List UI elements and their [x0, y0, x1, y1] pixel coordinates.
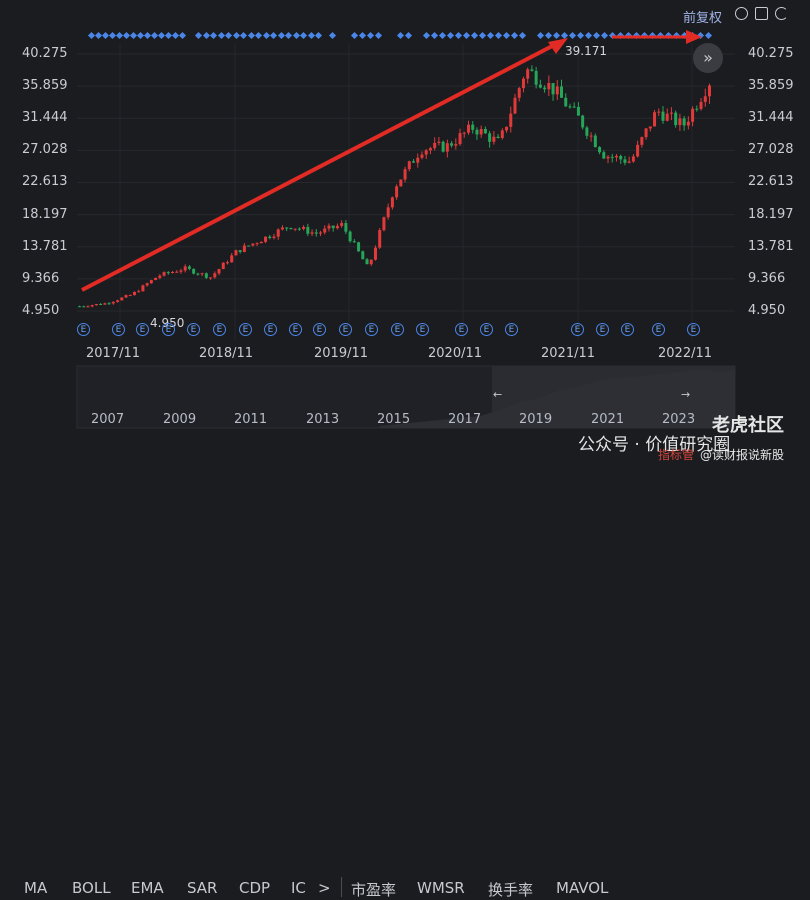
- earnings-event-icon[interactable]: E: [416, 323, 429, 336]
- tab-cdp[interactable]: CDP: [239, 879, 271, 897]
- earnings-event-icon[interactable]: E: [455, 323, 468, 336]
- overview-area: [380, 370, 735, 428]
- tab-sar[interactable]: SAR: [187, 879, 218, 897]
- y-tick-label: 4.950: [748, 303, 786, 318]
- y-tick-label: 22.613: [748, 174, 794, 190]
- x-tick-label: 2020/11: [428, 346, 483, 361]
- year-label: 2009: [163, 412, 197, 427]
- year-label: 2017: [448, 412, 482, 427]
- earnings-event-icon[interactable]: E: [596, 323, 609, 336]
- year-label: 2007: [91, 412, 125, 427]
- refresh-icon[interactable]: [775, 7, 788, 20]
- indicator-settings-link[interactable]: 指标管: [658, 448, 695, 462]
- earnings-event-icon[interactable]: E: [187, 323, 200, 336]
- y-tick-label: 40.275: [22, 46, 68, 61]
- earnings-event-icon[interactable]: E: [505, 323, 518, 336]
- earnings-event-icon[interactable]: E: [77, 323, 90, 336]
- tabs-more-arrow[interactable]: >: [318, 879, 331, 897]
- x-tick-label: 2021/11: [541, 346, 596, 361]
- earnings-event-icon[interactable]: E: [652, 323, 665, 336]
- square-icon[interactable]: [755, 7, 768, 20]
- high-price-label: 39.171: [565, 44, 607, 58]
- earnings-event-icon[interactable]: E: [621, 323, 634, 336]
- tab-ema[interactable]: EMA: [131, 879, 164, 897]
- tab-wmsr[interactable]: WMSR: [417, 879, 465, 897]
- watermark-credit: @读财报说新股: [700, 448, 785, 462]
- y-tick-label: 27.028: [748, 142, 794, 158]
- y-tick-label: 22.613: [22, 174, 68, 190]
- watermark-site: 老虎社区: [712, 415, 784, 436]
- earnings-event-icon[interactable]: E: [112, 323, 125, 336]
- earnings-event-icon[interactable]: E: [213, 323, 226, 336]
- y-tick-label: 40.275: [748, 46, 794, 61]
- earnings-event-icon[interactable]: E: [339, 323, 352, 336]
- y-tick-label: 13.781: [22, 238, 68, 254]
- adjust-mode-button[interactable]: 前复权: [683, 11, 723, 26]
- minus-circle-icon[interactable]: [735, 7, 748, 20]
- chevron-double-right-icon: »: [703, 48, 713, 67]
- x-tick-label: 2022/11: [658, 346, 713, 361]
- tab-turnover-rate[interactable]: 换手率: [488, 881, 534, 899]
- year-label: 2013: [306, 412, 340, 427]
- earnings-event-icon[interactable]: E: [313, 323, 326, 336]
- earnings-event-icon[interactable]: E: [264, 323, 277, 336]
- year-label: 2015: [377, 412, 411, 427]
- y-tick-label: 27.028: [22, 142, 68, 158]
- x-tick-label: 2018/11: [199, 346, 254, 361]
- earnings-event-icon[interactable]: E: [571, 323, 584, 336]
- earnings-event-icon[interactable]: E: [162, 323, 175, 336]
- year-label: 2011: [234, 412, 268, 427]
- earnings-event-icon[interactable]: E: [289, 323, 302, 336]
- overview-left-handle[interactable]: ←: [493, 388, 502, 401]
- y-tick-label: 9.366: [22, 270, 60, 286]
- expand-chart-button[interactable]: »: [693, 43, 723, 73]
- tab-ic[interactable]: IC: [291, 879, 306, 897]
- tab-pe-ratio[interactable]: 市盈率: [351, 881, 397, 899]
- y-tick-label: 31.444: [748, 110, 794, 126]
- overview-right-handle[interactable]: →: [681, 388, 690, 401]
- y-tick-label: 31.444: [22, 110, 68, 126]
- earnings-event-icon[interactable]: E: [687, 323, 700, 336]
- earnings-event-icon[interactable]: E: [391, 323, 404, 336]
- overview-navigator[interactable]: ← →: [0, 0, 810, 472]
- tab-boll[interactable]: BOLL: [72, 879, 111, 897]
- y-tick-label: 13.781: [748, 238, 794, 254]
- x-tick-label: 2019/11: [314, 346, 369, 361]
- y-tick-label: 35.859: [748, 78, 794, 94]
- y-tick-label: 4.950: [22, 303, 60, 318]
- x-tick-label: 2017/11: [86, 346, 141, 361]
- year-label: 2023: [662, 412, 696, 427]
- earnings-event-icon[interactable]: E: [136, 323, 149, 336]
- watermark-account: 公众号 · 价值研究圈: [578, 435, 731, 455]
- earnings-event-icon[interactable]: E: [365, 323, 378, 336]
- tab-ma[interactable]: MA: [24, 879, 48, 897]
- chart-toolbar: 前复权: [0, 0, 810, 28]
- earnings-event-icon[interactable]: E: [239, 323, 252, 336]
- y-tick-label: 18.197: [748, 206, 794, 222]
- y-tick-label: 9.366: [748, 270, 786, 286]
- y-tick-label: 35.859: [22, 78, 68, 94]
- tab-divider: [341, 877, 342, 897]
- year-label: 2021: [591, 412, 625, 427]
- y-tick-label: 18.197: [22, 206, 68, 222]
- year-label: 2019: [519, 412, 553, 427]
- tab-mavol[interactable]: MAVOL: [556, 879, 609, 897]
- earnings-event-icon[interactable]: E: [480, 323, 493, 336]
